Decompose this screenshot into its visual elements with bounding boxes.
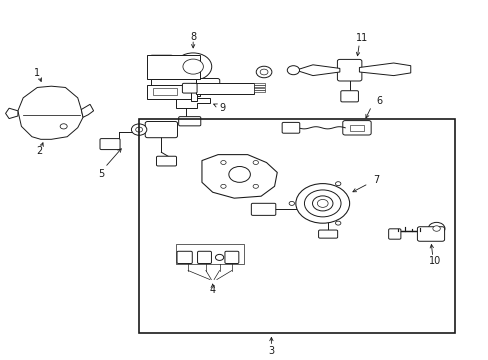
Circle shape	[427, 222, 444, 235]
Polygon shape	[176, 98, 210, 108]
Bar	[254, 83, 264, 85]
Polygon shape	[18, 86, 83, 139]
Circle shape	[228, 166, 250, 182]
Circle shape	[220, 184, 225, 188]
Text: 1: 1	[34, 68, 40, 78]
Circle shape	[312, 196, 332, 211]
Text: 5: 5	[98, 169, 104, 179]
FancyBboxPatch shape	[337, 59, 361, 81]
Circle shape	[287, 66, 299, 75]
FancyBboxPatch shape	[151, 79, 196, 89]
Bar	[254, 90, 264, 92]
FancyBboxPatch shape	[178, 117, 201, 126]
Bar	[195, 83, 254, 94]
Circle shape	[253, 161, 258, 165]
FancyBboxPatch shape	[196, 78, 219, 93]
Polygon shape	[81, 104, 93, 117]
FancyBboxPatch shape	[146, 54, 200, 79]
Polygon shape	[190, 83, 209, 101]
Polygon shape	[5, 108, 18, 118]
Circle shape	[60, 124, 67, 129]
Bar	[190, 87, 200, 96]
FancyBboxPatch shape	[156, 156, 176, 166]
Circle shape	[215, 255, 223, 260]
Circle shape	[335, 182, 340, 186]
Text: 6: 6	[375, 96, 381, 106]
Bar	[349, 125, 364, 131]
FancyBboxPatch shape	[318, 230, 337, 238]
FancyBboxPatch shape	[197, 251, 211, 264]
Text: 4: 4	[209, 285, 215, 294]
FancyBboxPatch shape	[145, 121, 177, 138]
FancyBboxPatch shape	[224, 251, 238, 264]
Circle shape	[317, 199, 327, 207]
Polygon shape	[359, 63, 410, 76]
Circle shape	[335, 221, 340, 225]
Circle shape	[136, 127, 142, 132]
Circle shape	[220, 161, 225, 165]
Bar	[139, 119, 454, 333]
FancyBboxPatch shape	[340, 91, 358, 102]
Circle shape	[253, 184, 258, 188]
Bar	[153, 88, 176, 95]
Text: 10: 10	[427, 256, 440, 266]
FancyBboxPatch shape	[182, 83, 197, 93]
FancyBboxPatch shape	[388, 229, 400, 239]
Bar	[175, 244, 244, 265]
Circle shape	[256, 66, 271, 78]
Circle shape	[174, 53, 211, 80]
FancyBboxPatch shape	[417, 227, 444, 241]
Polygon shape	[202, 155, 277, 198]
Text: 11: 11	[355, 33, 367, 43]
Bar	[254, 85, 264, 87]
FancyBboxPatch shape	[100, 139, 120, 150]
Circle shape	[304, 190, 340, 217]
Text: 7: 7	[373, 175, 379, 185]
Text: 3: 3	[268, 346, 274, 356]
Circle shape	[432, 226, 439, 231]
Bar	[146, 85, 190, 99]
Circle shape	[288, 202, 294, 205]
Circle shape	[260, 69, 267, 75]
Text: 2: 2	[36, 146, 42, 156]
Circle shape	[183, 59, 203, 74]
Text: 9: 9	[220, 103, 225, 113]
Text: 8: 8	[190, 32, 196, 41]
FancyBboxPatch shape	[177, 251, 192, 264]
Bar	[254, 88, 264, 90]
FancyBboxPatch shape	[282, 122, 299, 133]
Circle shape	[295, 184, 349, 223]
FancyBboxPatch shape	[149, 55, 173, 78]
FancyBboxPatch shape	[342, 121, 370, 135]
FancyBboxPatch shape	[251, 203, 275, 215]
Polygon shape	[295, 65, 339, 76]
Circle shape	[131, 124, 146, 135]
